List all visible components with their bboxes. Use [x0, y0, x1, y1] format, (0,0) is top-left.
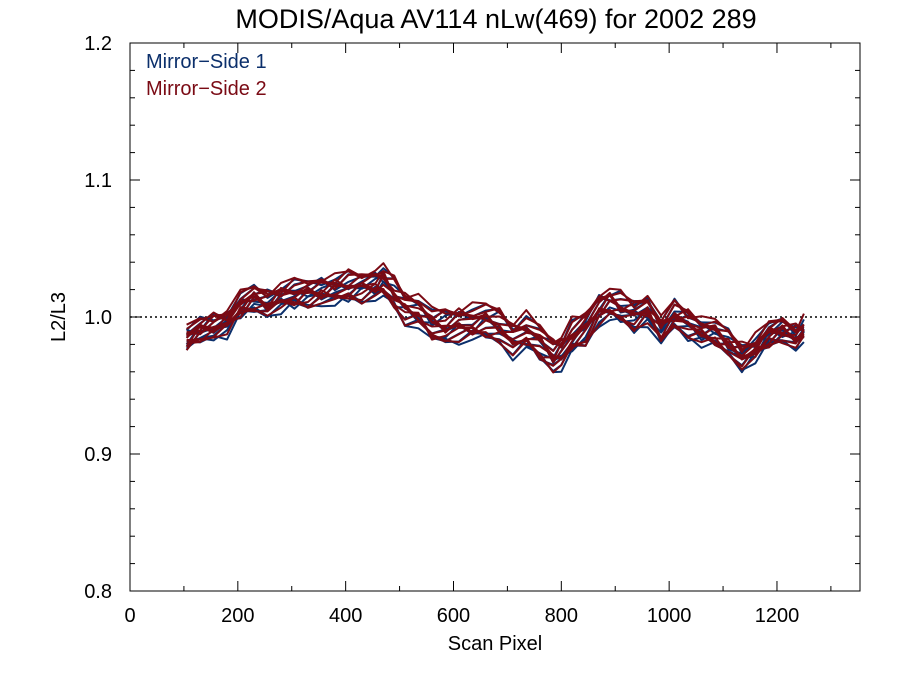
x-tick-label: 400: [329, 605, 362, 627]
series-line: [186, 262, 805, 353]
x-tick-label: 0: [124, 605, 135, 627]
y-tick-label: 0.8: [84, 581, 112, 603]
x-tick-label: 1000: [647, 605, 692, 627]
y-tick-label: 1.1: [84, 170, 112, 192]
legend-entry: Mirror−Side 1: [146, 51, 267, 73]
chart-title: MODIS/Aqua AV114 nLw(469) for 2002 289: [235, 4, 756, 34]
series-line: [186, 286, 805, 368]
axis-ticks: [129, 42, 860, 592]
series-line: [185, 273, 805, 364]
series-line: [185, 273, 805, 349]
series-line: [186, 272, 805, 352]
x-tick-label: 600: [437, 605, 470, 627]
legend: Mirror−Side 1 Mirror−Side 2: [146, 51, 267, 100]
y-tick-label: 1.0: [84, 307, 112, 329]
x-tick-label: 800: [545, 605, 578, 627]
y-tick-label: 1.2: [84, 33, 112, 55]
tick-labels: 0 200 400 600 800 1000 1200 0.8 0.9 1.0 1.1 1.2: [84, 33, 799, 627]
y-axis-label: L2/L3: [48, 292, 70, 342]
series-lines: [185, 262, 805, 374]
x-tick-label: 1200: [755, 605, 800, 627]
y-tick-label: 0.9: [84, 444, 112, 466]
series-line: [185, 281, 805, 359]
x-axis-label: Scan Pixel: [448, 633, 543, 655]
legend-entry: Mirror−Side 2: [146, 78, 267, 100]
x-tick-label: 200: [221, 605, 254, 627]
